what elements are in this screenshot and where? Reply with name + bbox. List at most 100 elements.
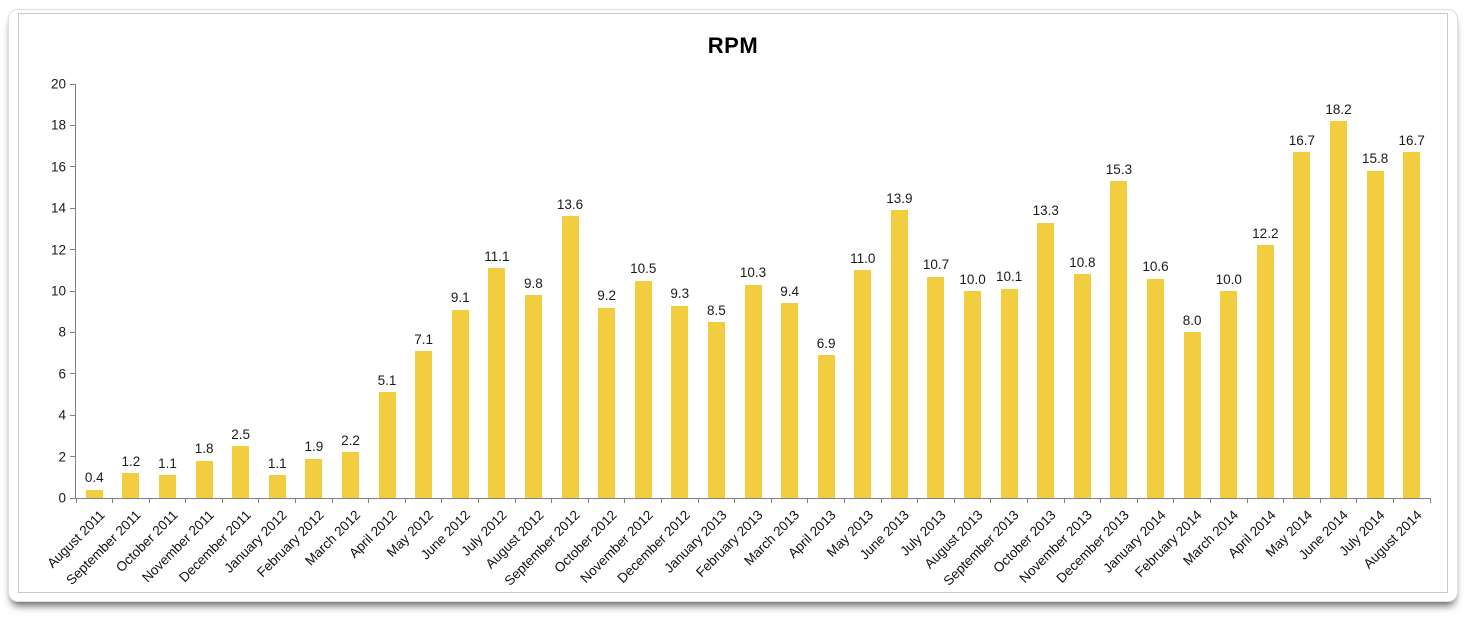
x-axis-tick bbox=[917, 498, 919, 503]
bar bbox=[561, 216, 579, 498]
y-axis-tick bbox=[70, 456, 75, 458]
bar bbox=[1183, 332, 1201, 498]
bar bbox=[1256, 245, 1274, 498]
x-axis-tick bbox=[551, 498, 553, 503]
bar bbox=[781, 303, 799, 498]
bar-value-label: 1.2 bbox=[121, 453, 141, 469]
bar bbox=[964, 291, 982, 498]
x-axis-labels: August 2011 September 2011 October 2011 Nov… bbox=[44, 498, 1429, 598]
bar-value-label: 10.3 bbox=[739, 265, 767, 281]
x-axis-tick bbox=[1136, 498, 1138, 503]
x-axis-tick bbox=[1319, 498, 1321, 503]
bar bbox=[195, 460, 213, 498]
bar-value-label: 10.0 bbox=[1215, 271, 1242, 287]
x-axis-tick bbox=[1246, 498, 1248, 503]
bar bbox=[341, 452, 359, 498]
bar-value-label: 8.5 bbox=[707, 302, 726, 318]
bar bbox=[524, 295, 542, 498]
chart-card: RPM 0 2 4 6 8 10 12 14 16 18 20 0.4 1.2 1.1 1.8 2.5 1.1… bbox=[8, 9, 1458, 602]
y-axis-tick bbox=[70, 331, 75, 333]
y-axis-tick bbox=[70, 249, 75, 251]
bar-value-label: 1.1 bbox=[158, 455, 177, 471]
bar-value-label: 9.4 bbox=[780, 283, 799, 299]
bar-value-label: 6.9 bbox=[816, 335, 836, 351]
x-axis-tick bbox=[404, 498, 406, 503]
bar-value-label: 9.2 bbox=[597, 288, 616, 304]
y-axis-tick bbox=[70, 497, 75, 499]
bar bbox=[707, 322, 725, 498]
bar-value-label: 1.9 bbox=[304, 439, 324, 455]
y-axis-tick bbox=[70, 83, 75, 85]
bar bbox=[1000, 288, 1018, 498]
bar-value-label: 13.6 bbox=[556, 196, 584, 212]
bar-value-label: 0.4 bbox=[84, 470, 104, 486]
y-axis-labels: 0 2 4 6 8 10 12 14 16 18 20 bbox=[19, 77, 66, 504]
bar bbox=[451, 309, 469, 498]
bar-value-label: 15.8 bbox=[1361, 151, 1389, 167]
y-axis-tick bbox=[70, 290, 75, 292]
x-axis-tick bbox=[514, 498, 516, 503]
x-axis-tick bbox=[258, 498, 260, 503]
bar bbox=[488, 268, 506, 498]
y-axis-tick-label: 12 bbox=[50, 241, 66, 257]
bar bbox=[1330, 121, 1347, 498]
bar bbox=[122, 473, 140, 498]
y-axis-tick-label: 6 bbox=[58, 366, 66, 382]
x-axis-tick bbox=[880, 498, 882, 503]
bar-value-label: 10.5 bbox=[630, 261, 657, 277]
y-axis-tick bbox=[70, 414, 75, 416]
y-axis-tick-label: 20 bbox=[50, 76, 66, 92]
bar-value-label: 9.1 bbox=[450, 290, 470, 306]
x-axis-tick bbox=[807, 498, 809, 503]
bar-value-label: 13.9 bbox=[886, 190, 913, 206]
x-axis-tick bbox=[697, 498, 699, 503]
chart-title: RPM bbox=[707, 33, 759, 58]
bar bbox=[744, 284, 762, 498]
x-axis-tick bbox=[75, 498, 77, 503]
bar bbox=[1293, 152, 1311, 498]
bar bbox=[85, 489, 103, 498]
bar bbox=[1037, 222, 1055, 498]
x-axis-tick bbox=[734, 498, 736, 503]
bar bbox=[1073, 274, 1091, 498]
x-axis-tick bbox=[1026, 498, 1028, 503]
bar-value-label: 5.1 bbox=[377, 372, 397, 388]
x-axis-tick bbox=[661, 498, 662, 503]
x-axis-tick bbox=[295, 498, 297, 503]
bar-value-label: 15.3 bbox=[1105, 161, 1133, 177]
bar-value-label: 2.5 bbox=[231, 426, 251, 442]
y-axis-tick bbox=[70, 166, 75, 168]
bar bbox=[817, 355, 835, 498]
bar bbox=[890, 210, 908, 498]
x-axis-tick bbox=[1063, 498, 1065, 503]
x-axis-tick bbox=[478, 498, 480, 503]
bar-value-label: 16.7 bbox=[1398, 132, 1425, 148]
bar bbox=[671, 305, 689, 498]
bar-value-label: 10.6 bbox=[1142, 259, 1169, 275]
x-axis-tick bbox=[770, 498, 772, 503]
bar-value-label: 10.7 bbox=[922, 257, 950, 273]
bar-value-label: 1.1 bbox=[267, 455, 287, 471]
y-axis-tick-label: 16 bbox=[50, 159, 66, 175]
x-axis-tick bbox=[843, 498, 845, 503]
bar bbox=[1147, 278, 1165, 498]
y-axis-tick-label: 4 bbox=[58, 407, 66, 423]
x-axis-tick bbox=[1209, 498, 1211, 503]
x-axis-tick bbox=[1392, 498, 1394, 503]
y-axis-tick-label: 14 bbox=[50, 200, 66, 216]
bar-value-label: 10.8 bbox=[1069, 254, 1096, 270]
bar bbox=[232, 446, 250, 498]
x-axis-tick bbox=[1173, 498, 1175, 503]
bar bbox=[634, 280, 652, 498]
x-axis-tick bbox=[1100, 498, 1102, 503]
x-axis-tick bbox=[1356, 498, 1358, 503]
bar-value-label: 2.2 bbox=[341, 432, 360, 448]
y-axis-tick-label: 18 bbox=[50, 117, 66, 133]
bar bbox=[415, 351, 433, 498]
bar bbox=[1366, 170, 1384, 498]
y-axis-tick-label: 10 bbox=[50, 283, 66, 299]
bar bbox=[378, 392, 396, 498]
x-axis-tick bbox=[1283, 498, 1285, 503]
x-axis-tick bbox=[185, 498, 187, 503]
bar bbox=[268, 475, 286, 498]
